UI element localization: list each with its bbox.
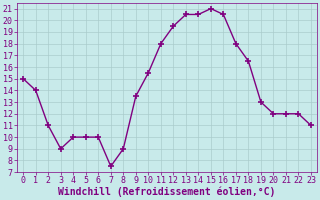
X-axis label: Windchill (Refroidissement éolien,°C): Windchill (Refroidissement éolien,°C) [58,187,276,197]
